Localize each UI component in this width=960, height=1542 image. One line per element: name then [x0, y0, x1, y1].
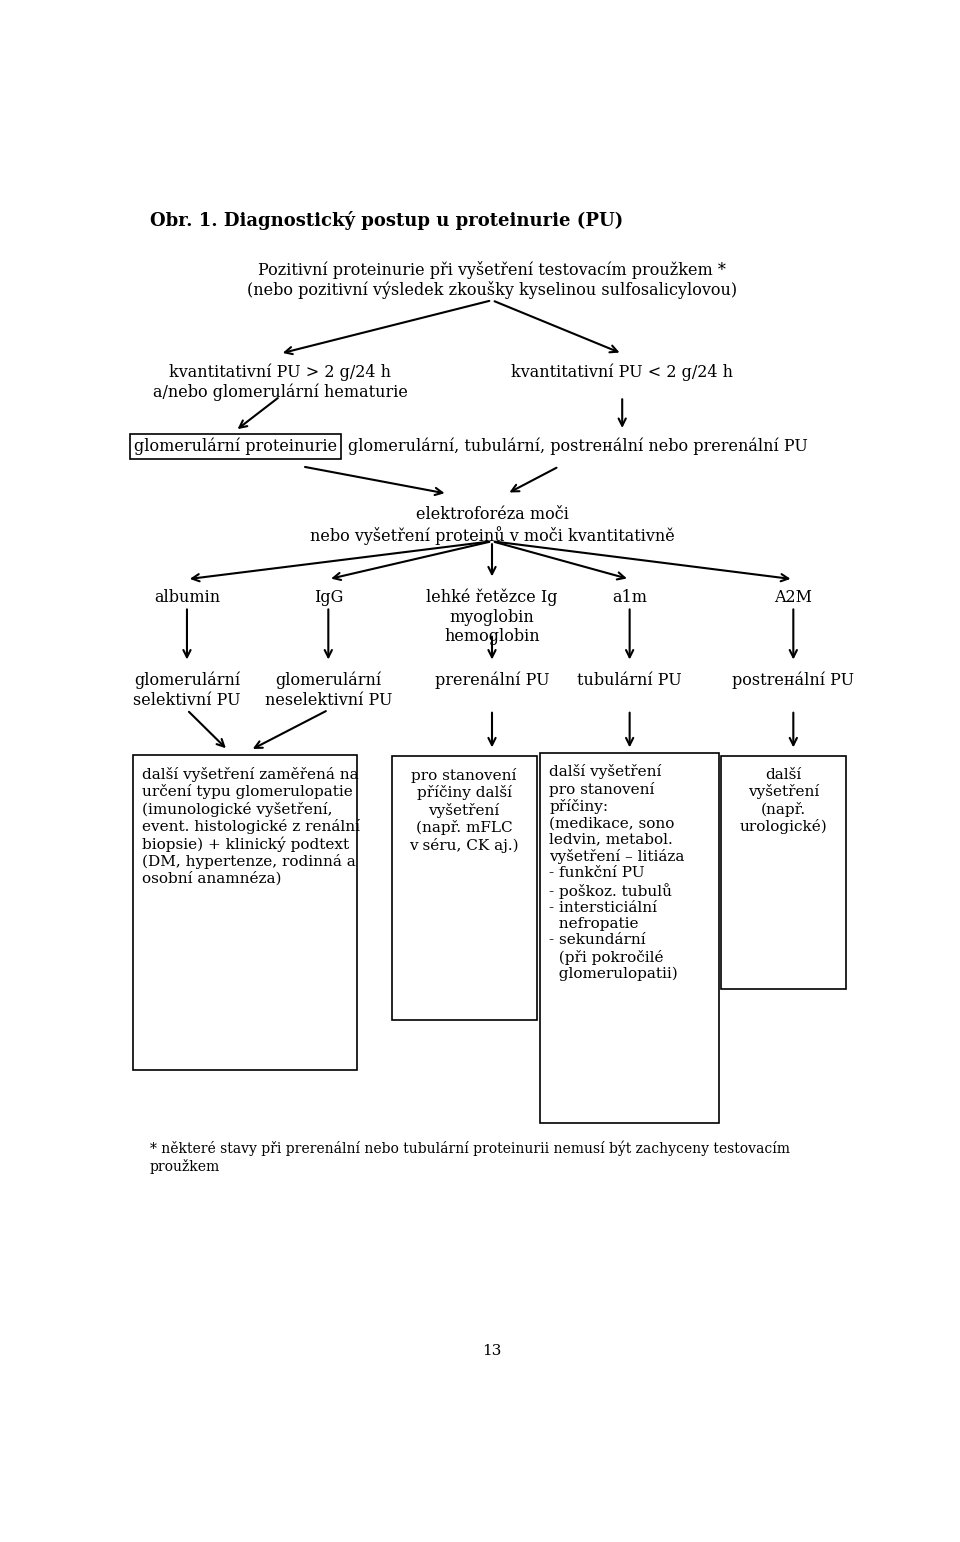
Text: glomerulární
selektivní PU: glomerulární selektivní PU — [133, 672, 241, 709]
Text: glomerulární
neselektivní PU: glomerulární neselektivní PU — [265, 672, 392, 709]
Text: albumin: albumin — [154, 589, 220, 606]
Text: další vyšetření
pro stanovení
příčiny:
(medikace, sono
ledvin, metabol.
vyšetřen: další vyšetření pro stanovení příčiny: (… — [549, 765, 684, 981]
Text: lehké řetězce Ig
myoglobin
hemoglobin: lehké řetězce Ig myoglobin hemoglobin — [426, 589, 558, 646]
Text: glomerulární proteinurie: glomerulární proteinurie — [133, 438, 337, 455]
Text: A2M: A2M — [775, 589, 812, 606]
FancyBboxPatch shape — [133, 756, 356, 1070]
Text: kvantitativní PU > 2 g/24 h
a/nebo glomerulární hematurie: kvantitativní PU > 2 g/24 h a/nebo glome… — [153, 362, 407, 401]
FancyBboxPatch shape — [392, 756, 537, 1019]
Text: prerenální PU: prerenální PU — [435, 672, 549, 689]
Text: další vyšetření zaměřená na
určení typu glomerulopatie
(imunologické vyšetření,
: další vyšetření zaměřená na určení typu … — [142, 766, 360, 887]
Text: a1m: a1m — [612, 589, 647, 606]
Text: kvantitativní PU < 2 g/24 h: kvantitativní PU < 2 g/24 h — [512, 362, 733, 381]
Text: * některé stavy při prerenální nebo tubulární proteinurii nemusí být zachyceny t: * některé stavy při prerenální nebo tubu… — [150, 1141, 790, 1173]
Text: Pozitivní proteinurie při vyšetření testovacím proužkem *
(nebo pozitivní výsled: Pozitivní proteinurie při vyšetření test… — [247, 261, 737, 299]
Text: Obr. 1. Diagnostický postup u proteinurie (PU): Obr. 1. Diagnostický postup u proteinuri… — [150, 211, 623, 230]
FancyBboxPatch shape — [721, 756, 846, 988]
Text: postrенální PU: postrенální PU — [732, 672, 854, 689]
Text: elektroforéza moči
nebo vyšetření proteinů v moči kvantitativně: elektroforéza moči nebo vyšetření protei… — [310, 506, 674, 544]
Text: 13: 13 — [482, 1345, 502, 1359]
Text: další
vyšetření
(např.
urologické): další vyšetření (např. urologické) — [740, 768, 828, 834]
Text: glomerulární, tubulární, postrенální nebo prerenální PU: glomerulární, tubulární, postrенální neb… — [348, 438, 807, 455]
Text: pro stanovení
příčiny další
vyšetření
(např. mFLC
v séru, CK aj.): pro stanovení příčiny další vyšetření (n… — [409, 768, 519, 853]
Text: tubulární PU: tubulární PU — [577, 672, 682, 689]
FancyBboxPatch shape — [540, 752, 719, 1123]
Text: IgG: IgG — [314, 589, 343, 606]
